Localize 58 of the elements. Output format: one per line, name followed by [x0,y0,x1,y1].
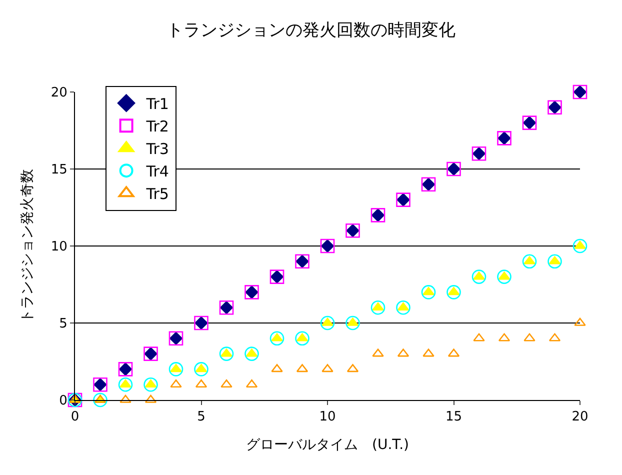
point [118,377,133,392]
point [244,346,259,361]
point [120,379,132,388]
point [322,364,334,372]
point [574,240,586,249]
x-tick-label: 5 [197,410,206,425]
legend-label: Tr5 [145,184,169,203]
point [170,364,182,372]
point [271,333,283,342]
point [93,392,108,408]
point [168,362,184,376]
point [372,302,384,310]
x-tick-label: 0 [70,410,80,425]
point [422,287,434,296]
point [574,318,586,326]
x-axis-title: グローバルタイム (U.T.) [246,436,409,453]
y-tick-label: 10 [50,240,68,255]
x-tick-label: 15 [445,410,462,425]
point [220,379,232,388]
point [548,254,562,269]
point [144,377,158,392]
point [472,270,486,284]
point [572,238,588,254]
point [396,300,410,315]
point [473,272,485,280]
point [473,333,485,342]
y-axis-title: トランジション発火奇数 [19,169,36,323]
point [522,254,537,269]
point [446,285,461,300]
point [120,394,132,403]
point [270,331,284,346]
legend-label: Tr3 [145,140,169,158]
y-tick-label: 20 [50,86,68,101]
point [220,348,232,357]
point [372,348,384,357]
legend-label: Tr1 [145,94,169,113]
x-tick-label: 10 [319,410,336,425]
point [346,316,360,330]
point [497,270,512,284]
point [170,379,182,388]
point [194,362,208,376]
chart-title: トランジションの発火回数の時間変化 [166,20,456,41]
y-tick-label: 0 [59,394,68,409]
point [421,285,436,300]
point [271,364,283,372]
x-tick-label: 20 [572,410,588,425]
point [422,348,434,357]
point [295,331,310,346]
legend-label: Tr4 [145,162,169,180]
y-tick-label: 15 [50,162,68,178]
point [524,333,536,342]
y-tick-label: 5 [59,316,68,332]
point [524,256,536,264]
point [370,300,386,315]
legend-label: Tr2 [145,117,169,136]
point [219,346,234,361]
point [320,316,335,330]
point [322,318,334,326]
